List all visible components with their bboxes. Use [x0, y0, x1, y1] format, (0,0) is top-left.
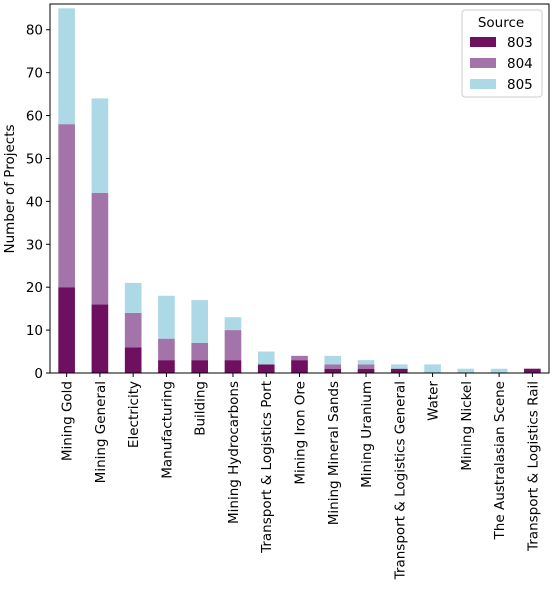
bar-mining-uranium-803: [357, 368, 375, 373]
x-tick-label-transport-logistics-general: Transport & Logistics General: [392, 381, 408, 580]
bar-building-805: [191, 300, 209, 343]
x-tick-label-mining-nickel: Mining Nickel: [459, 381, 475, 471]
x-tick-label-electricity: Electricity: [126, 381, 142, 448]
x-tick-label-transport-logistics-rail: Transport & Logistics Rail: [525, 381, 541, 552]
y-tick-label: 30: [26, 237, 43, 253]
legend-title: Source: [478, 15, 524, 31]
bar-mining-general-805: [91, 98, 109, 193]
bar-mining-hydrocarbons-805: [224, 317, 242, 331]
x-tick-label-mining-iron-ore: Mining Iron Ore: [293, 381, 309, 485]
legend: Source 803 804 805: [461, 9, 543, 98]
legend-swatch-805: [470, 79, 496, 89]
bar-mining-iron-ore-803: [291, 360, 308, 373]
bar-transport-logistics-general-805: [390, 364, 408, 369]
bar-building-804: [191, 342, 209, 361]
ticks-layer: 0 10 20 30 40 50 60 70 80 Mining Gold Mining Gener…: [26, 23, 542, 581]
bar-the-australasian-scene-805: [490, 368, 508, 373]
bar-mining-mineral-sands-804: [324, 364, 342, 369]
legend-entries: 803 804 805: [470, 35, 533, 93]
bar-electricity-805: [124, 282, 142, 313]
bar-mining-uranium-805: [357, 360, 375, 365]
y-tick-label: 40: [26, 194, 43, 210]
x-tick-label-mining-uranium: Mining Uranium: [359, 381, 375, 488]
bar-mining-mineral-sands-805: [324, 355, 342, 365]
legend-label-803: 803: [507, 35, 533, 51]
y-tick-label: 10: [26, 323, 43, 339]
y-tick-label: 80: [26, 23, 43, 39]
bar-manufacturing-805: [158, 295, 175, 339]
bar-electricity-804: [124, 312, 142, 348]
x-tick-label-building: Building: [193, 381, 209, 436]
bar-mining-general-803: [91, 304, 109, 373]
bar-electricity-803: [124, 347, 142, 373]
y-tick-label: 0: [34, 366, 43, 382]
bar-mining-iron-ore-804: [291, 355, 308, 361]
y-tick-label: 60: [26, 109, 43, 125]
bar-transport-logistics-port-805: [257, 351, 275, 365]
bar-mining-hydrocarbons-803: [224, 360, 242, 373]
y-axis-title: Number of Projects: [2, 124, 18, 253]
y-tick-label: 20: [26, 280, 43, 296]
bar-mining-hydrocarbons-804: [224, 330, 242, 361]
bar-manufacturing-803: [158, 360, 175, 373]
bar-transport-logistics-general-803: [390, 368, 408, 373]
bar-mining-general-804: [91, 192, 109, 305]
legend-swatch-803: [470, 37, 496, 47]
x-tick-label-mining-general: Mining General: [93, 381, 109, 483]
x-tick-label-manufacturing: Manufacturing: [159, 381, 175, 479]
legend-frame: [461, 9, 543, 98]
x-tick-label-water: Water: [426, 381, 442, 421]
x-tick-label-mining-hydrocarbons: Mining Hydrocarbons: [226, 381, 242, 524]
bar-building-803: [191, 360, 209, 373]
x-tick-label-mining-gold: Mining Gold: [60, 381, 76, 461]
bar-mining-gold-805: [58, 8, 75, 125]
bar-water-805: [424, 364, 441, 373]
legend-swatch-804: [470, 58, 496, 68]
bar-mining-uranium-804: [357, 364, 375, 369]
y-tick-label: 70: [26, 66, 43, 82]
bar-mining-mineral-sands-803: [324, 368, 342, 373]
x-tick-label-mining-mineral-sands: Mining Mineral Sands: [326, 381, 342, 525]
bars-layer: [58, 8, 541, 373]
x-tick-label-transport-logistics-port: Transport & Logistics Port: [259, 381, 275, 554]
bar-transport-logistics-port-803: [257, 364, 275, 373]
bar-mining-nickel-805: [457, 368, 475, 373]
legend-label-804: 804: [507, 56, 533, 72]
bar-transport-logistics-rail-803: [524, 368, 541, 373]
x-tick-label-the-australasian-scene: The Australasian Scene: [492, 381, 508, 540]
bar-manufacturing-804: [158, 338, 175, 361]
bar-mining-gold-803: [58, 287, 75, 373]
bar-mining-gold-804: [58, 124, 75, 288]
y-tick-label: 50: [26, 151, 43, 167]
legend-label-805: 805: [507, 77, 533, 93]
